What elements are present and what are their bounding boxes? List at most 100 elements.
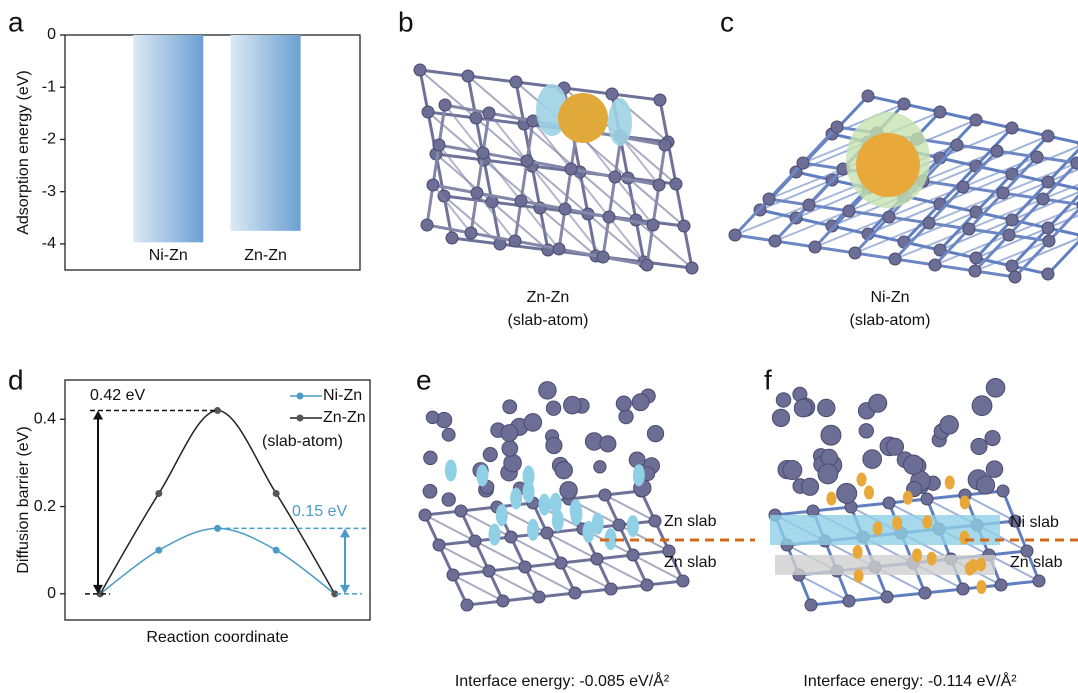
series-line <box>100 528 335 593</box>
panel-label: f <box>764 364 772 395</box>
charge-cloud <box>510 487 522 509</box>
caption: Interface energy: -0.114 eV/Å² <box>803 671 1017 690</box>
atom <box>1037 193 1049 205</box>
arrow-head <box>340 585 350 594</box>
charge-cloud <box>527 519 539 541</box>
charge-cloud <box>892 516 902 530</box>
atom <box>883 211 895 223</box>
atom <box>889 253 901 265</box>
charge-cloud <box>903 491 913 505</box>
atom <box>433 539 445 551</box>
atom <box>641 259 653 271</box>
charge-cloud <box>864 486 874 500</box>
structure-illustrations <box>414 64 1078 611</box>
atom <box>505 531 517 543</box>
atom <box>995 579 1007 591</box>
figure: a b c d e f Zn-Zn (slab-atom) Ni-Zn (sla… <box>0 0 1078 693</box>
atom <box>904 455 923 474</box>
atom <box>863 450 882 469</box>
atom <box>433 139 445 151</box>
slab-label: Zn slab <box>664 513 717 530</box>
atom <box>802 478 819 495</box>
charge-cloud <box>959 531 969 545</box>
atom <box>424 451 437 464</box>
atom <box>818 464 838 484</box>
charge-cloud <box>873 521 883 535</box>
marker <box>273 547 280 554</box>
charge-cloud <box>856 133 920 197</box>
atom <box>883 497 895 509</box>
atom <box>465 227 477 239</box>
atom <box>426 411 438 423</box>
atom <box>677 575 689 587</box>
legend-label: Zn-Zn <box>323 409 366 426</box>
charge-cloud <box>608 98 632 146</box>
atom <box>1043 235 1055 247</box>
atom <box>1031 151 1043 163</box>
charge-cloud <box>496 504 508 526</box>
atom <box>919 587 931 599</box>
atom <box>524 414 542 432</box>
atom <box>729 229 741 241</box>
atom <box>1042 222 1054 234</box>
atom <box>769 235 781 247</box>
atom <box>881 591 893 603</box>
atom <box>546 401 560 415</box>
bond <box>855 217 889 253</box>
charge-cloud <box>538 494 550 516</box>
atom <box>599 489 611 501</box>
charge-cloud <box>570 503 582 525</box>
y-tick-label: 0.4 <box>34 410 56 427</box>
arrow-head <box>340 528 350 537</box>
atom <box>519 561 531 573</box>
atom <box>627 549 639 561</box>
atom <box>560 482 577 499</box>
charge-layer <box>775 555 995 575</box>
atom <box>613 519 625 531</box>
annotation: 0.42 eV <box>90 387 145 404</box>
atom <box>794 399 812 417</box>
atom <box>818 399 835 416</box>
y-tick-label: -4 <box>42 235 56 252</box>
y-tick-label: -2 <box>42 131 56 148</box>
atom <box>555 557 567 569</box>
atom <box>986 461 1003 478</box>
atom <box>455 505 467 517</box>
marker <box>155 490 162 497</box>
atom <box>957 181 969 193</box>
atom <box>1006 214 1018 226</box>
atom <box>502 441 518 457</box>
atom <box>654 94 666 106</box>
bar <box>231 35 301 231</box>
charge-cloud <box>976 580 986 594</box>
x-tick-label: Ni-Zn <box>149 247 188 264</box>
atom <box>843 205 855 217</box>
y-axis-label: Adsorption energy (eV) <box>15 70 32 235</box>
atom <box>991 145 1003 157</box>
panel-label: e <box>416 364 432 395</box>
atom <box>772 409 789 426</box>
atom <box>783 461 802 480</box>
atom <box>970 114 982 126</box>
atom <box>898 98 910 110</box>
atom <box>423 484 437 498</box>
atom <box>483 565 495 577</box>
atom <box>521 155 533 167</box>
atom <box>483 448 497 462</box>
bond <box>815 217 889 247</box>
y-tick-label: -1 <box>42 78 56 95</box>
atom <box>606 88 618 100</box>
y-tick-label: 0 <box>47 585 56 602</box>
atom <box>442 428 455 441</box>
atom <box>653 179 665 191</box>
charge-cloud <box>826 492 836 506</box>
atom <box>986 378 1005 397</box>
caption: Interface energy: -0.085 eV/Å² <box>455 671 670 690</box>
atom <box>510 76 522 88</box>
atom <box>837 483 857 503</box>
atom <box>940 416 959 435</box>
atom <box>963 223 975 235</box>
atom <box>427 179 439 191</box>
atom <box>997 485 1009 497</box>
atom <box>929 259 941 271</box>
